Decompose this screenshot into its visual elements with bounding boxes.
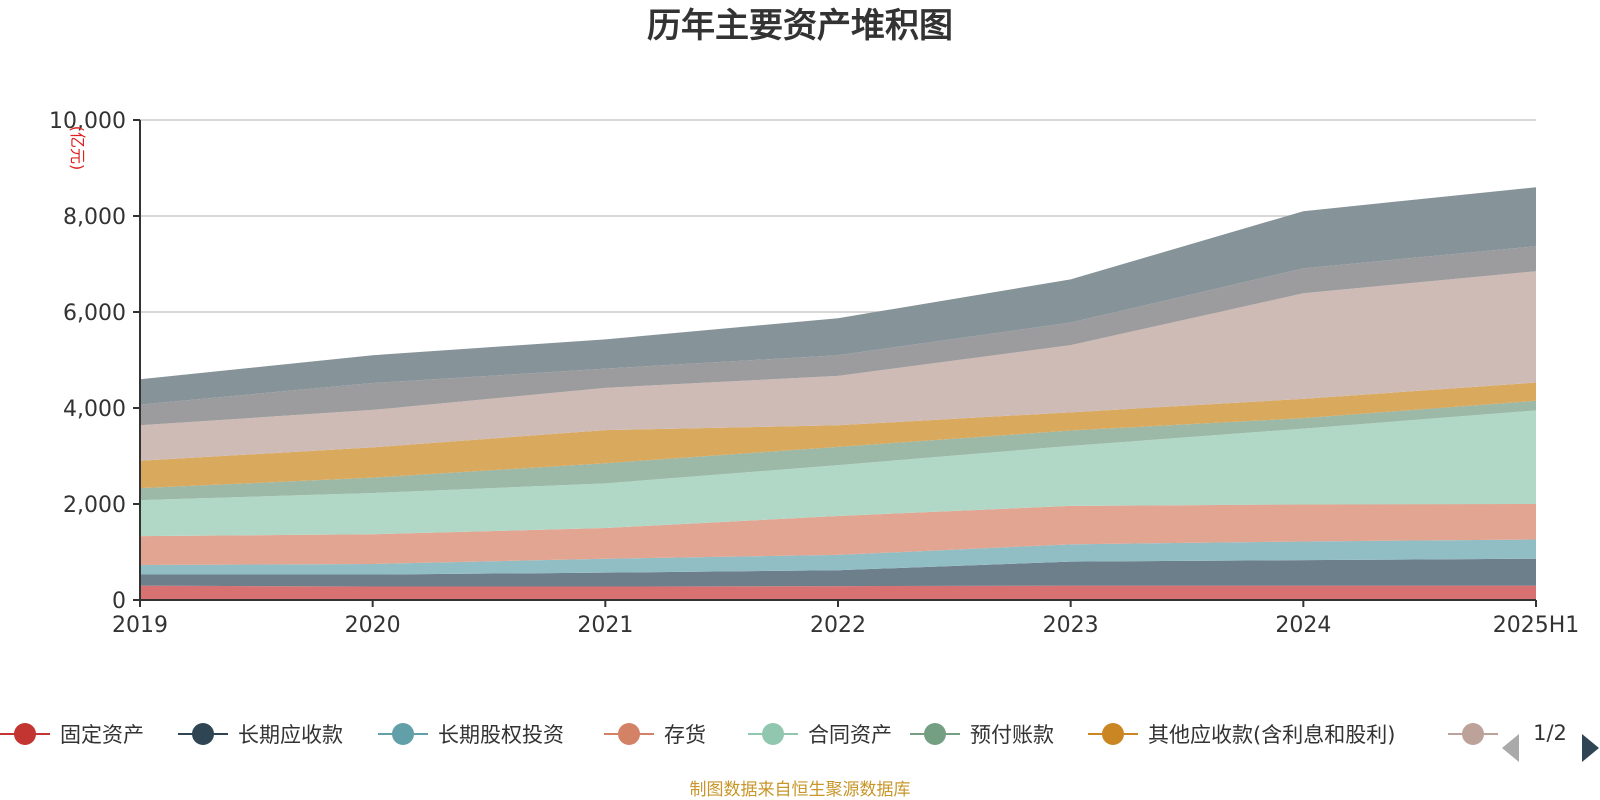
area-series-5 <box>140 400 1536 501</box>
legend-item-7[interactable] <box>1448 723 1498 745</box>
legend-page-indicator: 1/2 <box>1533 721 1567 745</box>
area-series-layer <box>140 187 1536 600</box>
legend-item-5[interactable]: 预付账款 <box>910 723 1054 747</box>
area-series-8 <box>140 246 1536 426</box>
legend-marker-icon <box>762 723 784 745</box>
area-series-1 <box>140 558 1536 587</box>
legend-label: 长期应收款 <box>238 723 343 747</box>
y-tick-label-3: 6,000 <box>63 301 126 326</box>
legend-marker-icon <box>392 723 414 745</box>
legend-prev-page-icon[interactable] <box>1502 734 1519 762</box>
area-series-0 <box>140 585 1536 600</box>
y-tick-label-2: 4,000 <box>63 397 126 422</box>
legend-marker-icon <box>14 723 36 745</box>
legend-marker-icon <box>1102 723 1124 745</box>
legend-label: 预付账款 <box>970 723 1054 747</box>
legend-label: 固定资产 <box>60 723 144 747</box>
legend-item-2[interactable]: 长期股权投资 <box>378 723 564 747</box>
x-tick-label-0: 2019 <box>112 613 168 638</box>
y-tick-label-1: 2,000 <box>63 493 126 518</box>
x-tick-label-5: 2024 <box>1275 613 1331 638</box>
legend-pager: 1/2 <box>1502 721 1599 762</box>
area-series-7 <box>140 271 1536 461</box>
legend-label: 存货 <box>664 723 706 747</box>
y-axis-unit-label: (亿元) <box>68 126 87 171</box>
legend-marker-icon <box>924 723 946 745</box>
legend-label: 长期股权投资 <box>438 723 564 747</box>
x-tick-label-2: 2021 <box>577 613 633 638</box>
legend-item-1[interactable]: 长期应收款 <box>178 723 343 747</box>
x-tick-label-6: 2025H1 <box>1493 613 1580 638</box>
legend-marker-icon <box>1462 723 1484 745</box>
area-series-6 <box>140 382 1536 489</box>
x-tick-label-4: 2023 <box>1043 613 1099 638</box>
area-series-2 <box>140 539 1536 575</box>
area-series-3 <box>140 504 1536 565</box>
area-series-9 <box>140 187 1536 405</box>
legend-label: 合同资产 <box>808 723 892 747</box>
axes: 0 2,000 4,000 6,000 8,000 10,000 2019 2020 2021 2… <box>49 109 1579 638</box>
y-tick-label-4: 8,000 <box>63 205 126 230</box>
legend-next-page-icon[interactable] <box>1582 734 1599 762</box>
y-tick-label-5: 10,000 <box>49 109 126 134</box>
x-tick-label-1: 2020 <box>345 613 401 638</box>
legend-marker-icon <box>192 723 214 745</box>
x-tick-label-3: 2022 <box>810 613 866 638</box>
data-source-note: 制图数据来自恒生聚源数据库 <box>690 780 911 800</box>
legend-item-3[interactable]: 存货 <box>604 723 706 747</box>
chart-title: 历年主要资产堆积图 <box>647 6 953 46</box>
legend-marker-icon <box>618 723 640 745</box>
area-series-4 <box>140 410 1536 537</box>
legend-label: 其他应收款(含利息和股利) <box>1148 723 1395 747</box>
legend-item-0[interactable]: 固定资产 <box>0 723 144 747</box>
y-tick-label-0: 0 <box>112 589 126 614</box>
legend-item-4[interactable]: 合同资产 <box>748 723 892 747</box>
legend: 固定资产 长期应收款 长期股权投资 存货 合同资产 预付账款 其他应收款(含利息和股利) <box>0 723 1498 747</box>
legend-item-6[interactable]: 其他应收款(含利息和股利) <box>1088 723 1395 747</box>
